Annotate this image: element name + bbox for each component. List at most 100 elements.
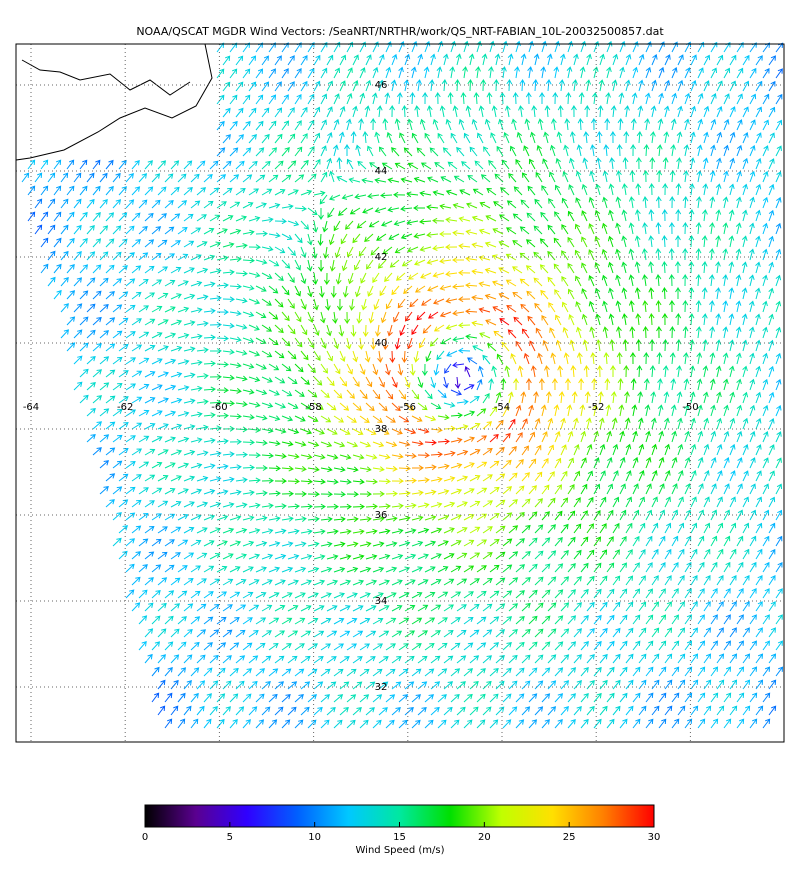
wind-vector <box>274 604 286 612</box>
wind-vector <box>703 679 712 690</box>
wind-vector <box>105 343 116 352</box>
wind-vector <box>742 157 749 170</box>
wind-vector <box>502 641 512 651</box>
wind-vector <box>274 218 287 225</box>
wind-vector <box>248 553 261 560</box>
wind-vector <box>40 185 49 196</box>
wind-vector <box>242 693 252 703</box>
wind-vector <box>281 68 289 79</box>
wind-vector <box>151 332 163 339</box>
wind-vector <box>352 428 364 435</box>
wind-vector <box>177 385 190 391</box>
wind-vector <box>736 588 744 599</box>
wind-vector <box>688 287 695 300</box>
wind-vector <box>472 188 484 196</box>
wind-vector <box>482 655 493 664</box>
wind-vector <box>702 157 709 170</box>
wind-vector <box>255 230 268 237</box>
wind-vector <box>463 40 469 53</box>
wind-vector <box>553 263 562 274</box>
wind-vector <box>489 667 499 677</box>
wind-vector <box>658 483 665 495</box>
wind-vector <box>320 93 327 105</box>
wind-vector <box>313 453 326 460</box>
wind-vector <box>157 319 169 326</box>
wind-vector <box>432 272 445 278</box>
wind-vector <box>423 66 430 79</box>
wind-vector <box>586 575 595 586</box>
wind-vector <box>630 378 637 391</box>
wind-vector <box>450 437 463 444</box>
wind-vector <box>722 326 729 339</box>
wind-vector <box>545 391 552 404</box>
wind-vector <box>645 614 654 625</box>
wind-vector <box>540 211 549 222</box>
wind-vector <box>762 561 770 573</box>
wind-vector <box>157 602 167 612</box>
wind-vector <box>209 654 219 664</box>
wind-vector <box>748 274 755 287</box>
wind-vector <box>612 53 619 66</box>
wind-vector <box>261 376 273 383</box>
wind-vector <box>580 430 587 443</box>
wind-vector <box>557 365 564 378</box>
wind-vector <box>274 81 282 92</box>
wind-vector <box>615 300 622 313</box>
wind-vector <box>177 590 188 599</box>
wind-vector <box>400 205 413 212</box>
wind-vector <box>79 394 89 404</box>
wind-vector <box>399 324 406 336</box>
wind-vector <box>411 415 423 422</box>
wind-vector <box>684 692 693 703</box>
wind-vector <box>651 679 660 690</box>
wind-vector <box>367 193 380 199</box>
wind-vector <box>378 79 384 92</box>
wind-vector <box>716 54 724 66</box>
wind-vector <box>164 279 176 287</box>
wind-vector <box>616 144 623 157</box>
wind-vector <box>445 217 458 223</box>
wind-vector <box>703 548 711 560</box>
wind-vector <box>723 457 730 469</box>
wind-vector <box>401 105 408 118</box>
wind-vector <box>255 311 267 319</box>
wind-vector <box>326 630 338 638</box>
wind-vector <box>677 574 685 586</box>
wind-vector <box>404 681 415 690</box>
wind-vector <box>73 250 82 261</box>
wind-vector <box>131 291 142 300</box>
wind-vector <box>325 298 331 311</box>
wind-vector <box>729 443 736 456</box>
wind-vector <box>471 215 484 222</box>
wind-vector <box>447 161 458 170</box>
wind-vector <box>242 202 254 209</box>
wind-vector <box>634 287 641 300</box>
wind-vector <box>112 225 122 235</box>
wind-vector <box>334 246 341 259</box>
wind-vector <box>716 106 723 118</box>
lat-label: 36 <box>375 510 388 521</box>
wind-vector <box>495 706 505 716</box>
wind-vector <box>346 491 359 498</box>
wind-vector <box>534 444 542 456</box>
wind-vector <box>459 189 471 196</box>
wind-vector <box>616 170 622 183</box>
wind-vector <box>729 157 735 170</box>
wind-vector <box>690 496 697 508</box>
wind-vector <box>333 363 341 375</box>
wind-vector <box>105 159 114 170</box>
wind-vector <box>655 274 662 287</box>
wind-vector <box>394 118 401 131</box>
wind-vector <box>696 170 703 183</box>
wind-vector <box>458 296 471 303</box>
wind-vector <box>385 389 394 400</box>
wind-vector <box>436 350 445 361</box>
wind-vector <box>404 579 416 586</box>
wind-vector <box>544 365 550 378</box>
wind-vector <box>690 131 696 144</box>
wind-vector <box>755 548 763 560</box>
wind-vector <box>385 515 398 522</box>
wind-vector <box>445 324 458 330</box>
wind-vector <box>320 441 333 448</box>
wind-vector <box>398 41 405 53</box>
